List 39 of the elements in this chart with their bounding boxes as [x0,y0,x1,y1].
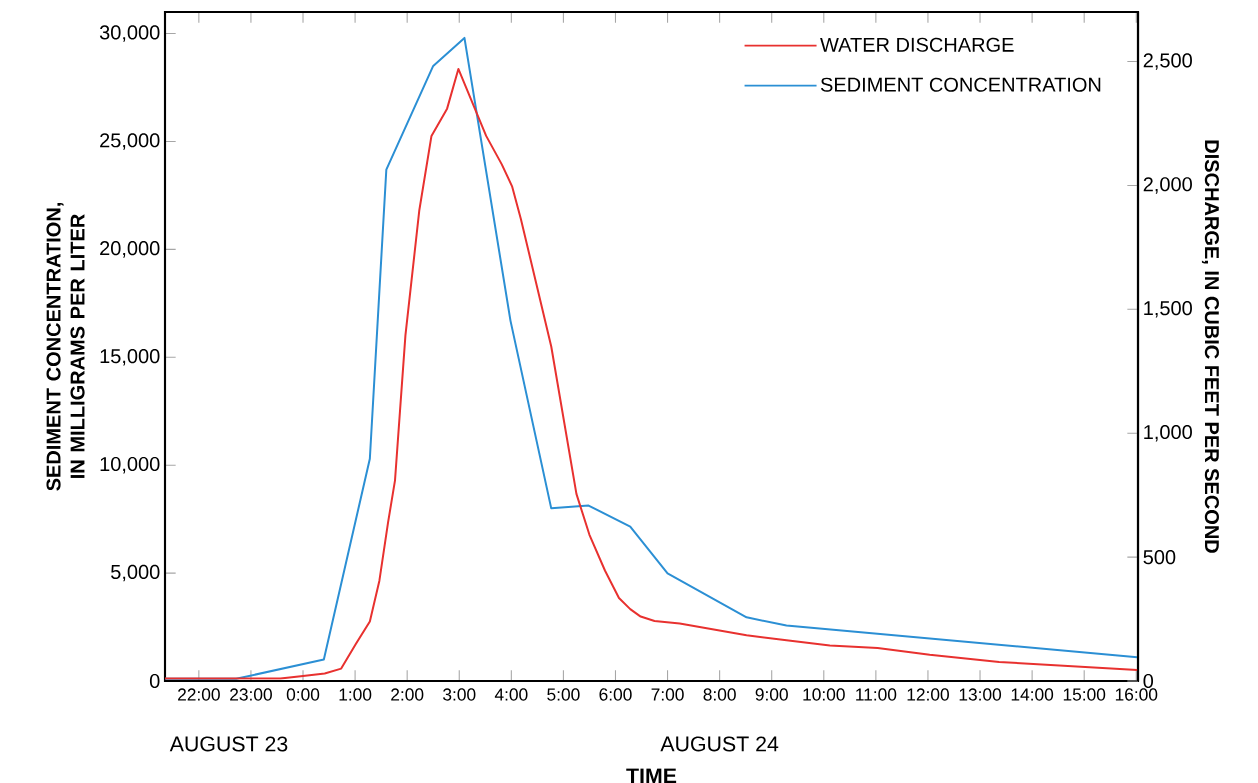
x-axis-title: TIME [626,768,677,783]
y-tick-label: 25,000 [100,133,160,150]
legend-label: WATER DISCHARGE [820,37,1014,52]
x-tick-label: 6:00 [599,688,632,701]
y2-tick-label: 500 [1143,550,1176,565]
legend-label: SEDIMENT CONCENTRATION [820,77,1101,92]
y2-tick-label: 2,000 [1143,177,1192,194]
x-tick-label: 10:00 [803,688,845,701]
y2-tick-label: 2,500 [1143,53,1192,70]
x-tick-label: 15:00 [1063,688,1106,701]
x-tick-label: 22:00 [178,688,220,701]
x-tick-label: 2:00 [391,688,424,701]
x-tick-label: 11:00 [856,688,897,701]
y-tick-label: 30,000 [99,25,160,42]
x-tick-label: 23:00 [230,688,272,701]
y-tick-label: 10,000 [100,456,160,474]
y2-tick-label: 1,500 [1144,301,1192,318]
y-tick-label: 15,000 [100,349,160,366]
y-axis-title: SEDIMENT CONCENTRATION, IN MILLIGRAMS PER LITER [46,203,85,491]
x-tick-label: 7:00 [651,688,684,701]
x-tick-label: 1:00 [339,688,372,701]
y2-axis-title: DISCHARGE, IN CUBIC FEET PER SECOND [1201,140,1219,553]
text: AUGUST 24 [660,736,779,752]
x-tick-label: 16:00 [1115,688,1158,701]
y-tick-label: 0 [149,673,160,689]
x-tick-label: 14:00 [1011,688,1054,701]
x-tick-label: 12:00 [907,688,949,701]
x-tick-label: 13:00 [959,688,1002,701]
y2-tick-label: 0 [1143,673,1154,689]
y-tick-label: 20,000 [100,241,160,258]
x-tick-label: 8:00 [703,688,736,701]
y2-tick-label: 1,000 [1144,424,1192,442]
text: AUGUST 23 [169,736,288,752]
y-tick-label: 5,000 [111,564,160,582]
x-tick-label: 4:00 [494,688,528,701]
x-tick-label: 5:00 [547,688,580,701]
x-tick-label: 0:00 [286,688,320,701]
x-tick-label: 9:00 [755,688,788,701]
x-tick-label: 3:00 [443,688,476,701]
